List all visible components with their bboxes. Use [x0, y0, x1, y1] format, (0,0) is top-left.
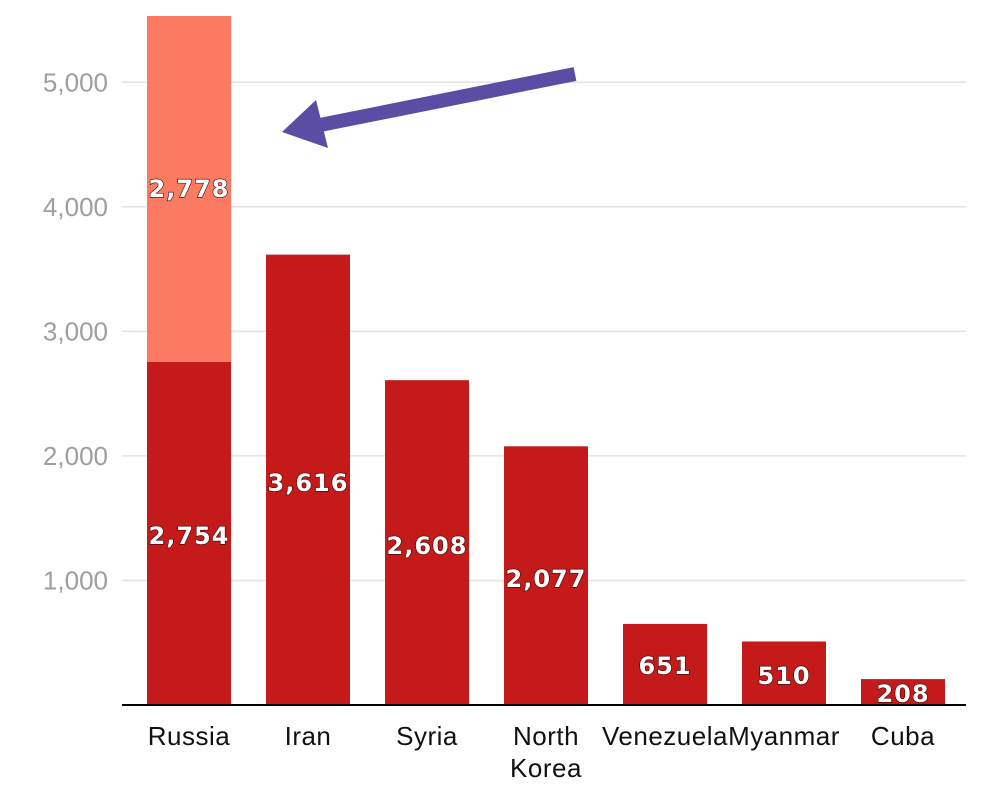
annotation-arrow [282, 67, 577, 148]
bar-russia-segment-1 [147, 361, 231, 705]
data-label: 3,616 [268, 469, 349, 497]
y-axis-ticks: 1,000 2,000 3,000 4,000 5,000 [43, 67, 108, 595]
data-label: 510 [757, 662, 810, 690]
bar-myanmar-segment-1 [742, 641, 826, 705]
y-tick-label: 4,000 [43, 192, 108, 222]
data-labels: 2,754 3,616 2,608 2,077 651 510 208 2,778 [148, 174, 929, 708]
y-tick-label: 5,000 [43, 67, 108, 97]
y-tick-label: 1,000 [43, 565, 108, 595]
y-tick-label: 3,000 [43, 316, 108, 346]
bar-cuba-segment-1 [861, 679, 945, 705]
x-tick-label: Syria [396, 721, 458, 751]
bar-syria-segment-1 [385, 380, 469, 705]
data-label: 651 [638, 652, 691, 680]
bar-iran-segment-1 [266, 254, 350, 705]
x-tick-label: Russia [148, 721, 231, 751]
x-tick-label: Myanmar [728, 721, 840, 751]
bar-venezuela-segment-1 [623, 623, 707, 705]
x-tick-label: Iran [285, 721, 332, 751]
x-tick-label: Venezuela [602, 721, 728, 751]
x-tick-label: Cuba [871, 721, 935, 751]
x-tick-label: Korea [510, 753, 582, 783]
bar-russia-segment-2 [147, 16, 231, 362]
y-tick-label: 2,000 [43, 441, 108, 471]
data-label: 2,077 [506, 565, 587, 593]
bar-north-korea-segment-1 [504, 446, 588, 705]
data-label: 2,778 [149, 175, 230, 203]
data-label: 2,608 [387, 532, 468, 560]
x-tick-label: North [513, 721, 579, 751]
data-label: 208 [876, 680, 929, 708]
bars [147, 16, 945, 705]
data-label: 2,754 [149, 522, 230, 550]
